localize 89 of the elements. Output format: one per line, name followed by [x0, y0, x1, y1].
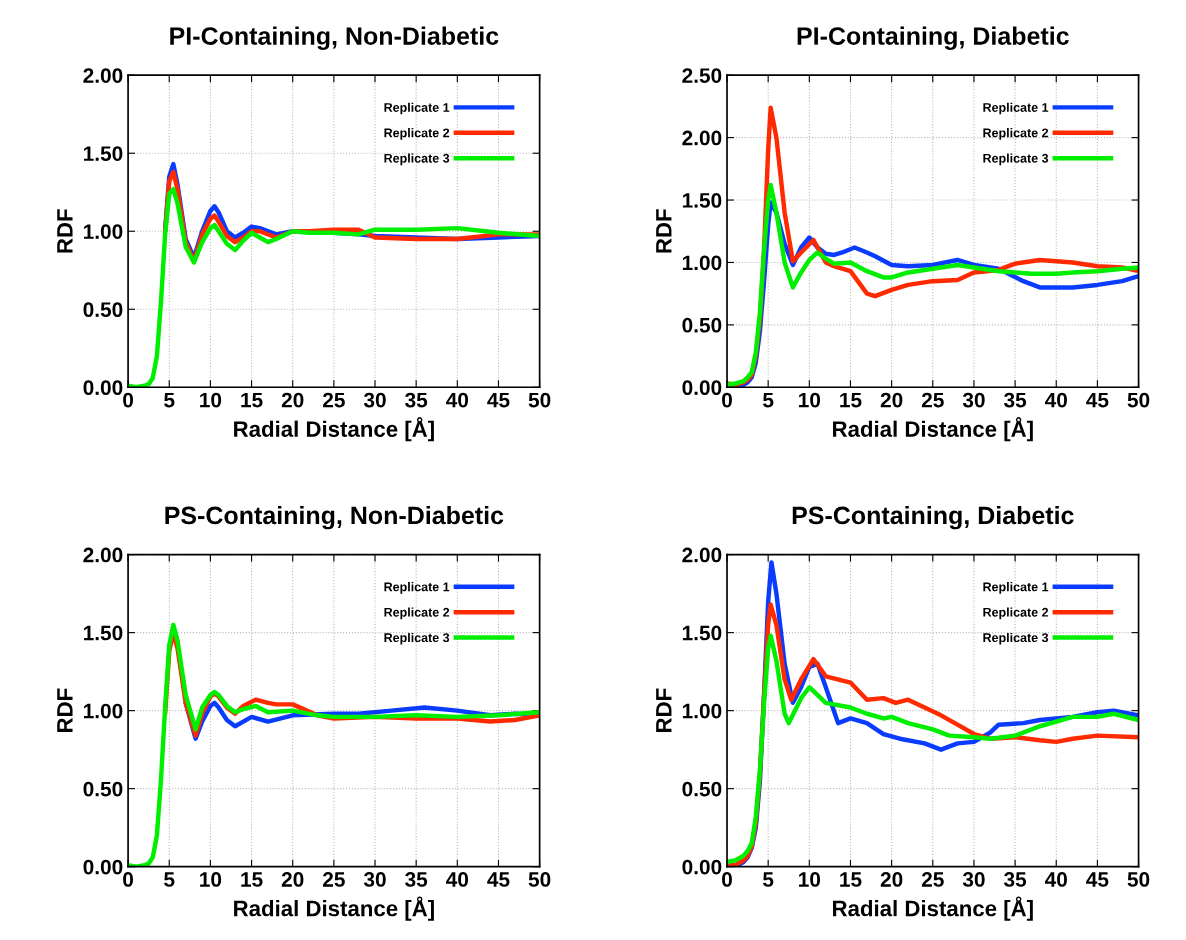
legend-label: Replicate 1 — [384, 102, 450, 115]
y-tick-label: 0.00 — [682, 380, 722, 396]
y-tick-label: 1.00 — [682, 255, 722, 271]
y-tick-label: 0.00 — [682, 859, 722, 875]
y-axis-title: RDF — [656, 209, 672, 253]
x-tick-label: 40 — [1044, 392, 1067, 408]
x-tick-label: 0 — [123, 392, 134, 408]
x-tick-label: 40 — [446, 392, 469, 408]
x-tick-label: 45 — [487, 392, 510, 408]
legend-label: Replicate 1 — [384, 582, 450, 594]
x-axis-title: Radial Distance [Å] — [234, 896, 434, 921]
x-tick-label: 25 — [921, 872, 944, 887]
x-tick-label: 5 — [164, 392, 175, 408]
x-tick-label: 40 — [1044, 872, 1067, 887]
legend-label: Replicate 1 — [983, 582, 1049, 594]
x-tick-label: 30 — [962, 392, 985, 408]
x-tick-label: 45 — [1086, 872, 1109, 887]
y-tick-label: 2.00 — [83, 68, 123, 83]
x-axis-title: Radial Distance [Å] — [833, 417, 1033, 442]
x-tick-label: 15 — [241, 392, 263, 408]
legend-label: Replicate 2 — [983, 607, 1049, 620]
x-tick-label: 40 — [446, 872, 469, 887]
y-tick-label: 1.00 — [682, 703, 722, 719]
chart-title: PI-Containing, Diabetic — [797, 26, 1069, 50]
x-tick-label: 25 — [323, 872, 345, 887]
x-tick-label: 50 — [528, 872, 551, 887]
x-tick-label: 10 — [200, 872, 222, 887]
x-tick-label: 30 — [363, 392, 386, 408]
x-tick-label: 10 — [200, 392, 222, 408]
x-tick-label: 5 — [164, 872, 175, 887]
x-tick-label: 20 — [281, 872, 304, 887]
legend-label: Replicate 2 — [983, 128, 1049, 140]
x-tick-label: 15 — [241, 872, 263, 887]
y-tick-label: 1.50 — [84, 625, 123, 641]
x-tick-label: 10 — [799, 392, 821, 408]
x-tick-label: 20 — [281, 392, 304, 408]
legend-label: Replicate 3 — [983, 153, 1049, 166]
y-tick-label: 0.50 — [83, 781, 123, 797]
y-tick-label: 1.00 — [84, 224, 123, 239]
y-tick-label: 2.00 — [682, 547, 722, 563]
x-tick-label: 35 — [405, 392, 428, 408]
x-tick-label: 45 — [487, 872, 510, 887]
x-tick-label: 50 — [528, 392, 551, 408]
x-tick-label: 20 — [880, 872, 903, 887]
x-axis-title: Radial Distance [Å] — [833, 896, 1033, 921]
y-tick-label: 0.00 — [83, 859, 123, 875]
legend-label: Replicate 1 — [983, 102, 1049, 115]
y-tick-label: 1.50 — [84, 146, 123, 161]
chart-title: PS-Containing, Non-Diabetic — [165, 505, 504, 530]
x-tick-label: 20 — [880, 392, 903, 408]
y-tick-label: 1.00 — [84, 703, 123, 719]
x-tick-label: 5 — [763, 392, 774, 408]
y-axis-title: RDF — [57, 209, 73, 253]
y-tick-label: 2.00 — [83, 547, 123, 563]
x-tick-label: 50 — [1127, 392, 1150, 408]
x-tick-label: 25 — [323, 392, 345, 408]
legend-label: Replicate 3 — [384, 632, 450, 645]
y-tick-label: 2.00 — [682, 130, 722, 146]
y-tick-label: 0.50 — [83, 302, 123, 318]
x-axis-title: Radial Distance [Å] — [234, 417, 434, 442]
x-tick-label: 5 — [763, 872, 774, 887]
x-tick-label: 25 — [921, 392, 944, 408]
y-axis-title: RDF — [656, 688, 672, 732]
y-axis-title: RDF — [57, 688, 73, 732]
x-tick-label: 30 — [363, 872, 386, 887]
x-tick-label: 50 — [1127, 872, 1150, 887]
x-tick-label: 0 — [722, 872, 732, 887]
legend-label: Replicate 2 — [384, 607, 450, 620]
x-tick-label: 35 — [405, 872, 428, 887]
y-tick-label: 1.50 — [682, 625, 722, 641]
y-tick-label: 0.50 — [682, 781, 722, 797]
legend-label: Replicate 3 — [384, 153, 450, 166]
x-tick-label: 35 — [1003, 872, 1027, 887]
x-tick-label: 15 — [840, 392, 862, 408]
x-tick-label: 45 — [1086, 392, 1109, 408]
x-tick-label: 10 — [799, 872, 821, 887]
y-tick-label: 2.50 — [682, 68, 722, 83]
x-tick-label: 0 — [123, 872, 134, 887]
y-tick-label: 0.00 — [83, 380, 123, 396]
x-tick-label: 30 — [962, 872, 985, 887]
legend-label: Replicate 2 — [384, 128, 450, 140]
chart-title: PS-Containing, Diabetic — [792, 505, 1074, 530]
y-tick-label: 0.50 — [682, 317, 722, 333]
legend-label: Replicate 3 — [983, 632, 1049, 645]
y-tick-label: 1.50 — [682, 193, 722, 208]
chart-title: PI-Containing, Non-Diabetic — [170, 26, 499, 50]
x-tick-label: 0 — [722, 392, 732, 408]
x-tick-label: 15 — [840, 872, 862, 887]
x-tick-label: 35 — [1003, 392, 1027, 408]
